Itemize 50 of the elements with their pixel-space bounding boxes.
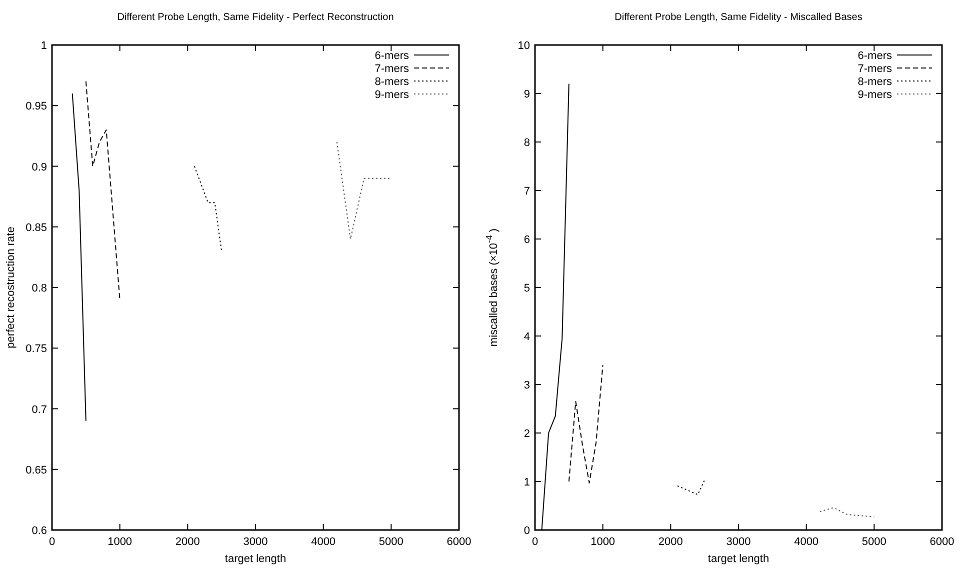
y-tick-label: 0.8 bbox=[32, 282, 47, 294]
y-tick-label: 10 bbox=[518, 40, 530, 52]
x-tick-label: 0 bbox=[532, 536, 538, 548]
y-tick-label: 0 bbox=[524, 525, 530, 537]
y-tick-label: 9 bbox=[524, 88, 530, 100]
y-axis-title: perfect recostruction rate bbox=[5, 226, 17, 348]
chart-title: Different Probe Length, Same Fidelity - Perfect Reconstruction bbox=[117, 12, 394, 23]
legend-label: 8-mers bbox=[374, 76, 410, 88]
x-tick-label: 5000 bbox=[862, 536, 886, 548]
line-series bbox=[568, 364, 604, 484]
y-tick-label: 0.85 bbox=[26, 222, 47, 234]
x-tick-label: 6000 bbox=[930, 536, 954, 548]
y-tick-label: 4 bbox=[524, 331, 530, 343]
x-tick-label: 2000 bbox=[175, 536, 200, 548]
line-series bbox=[85, 80, 120, 300]
x-tick-label: 5000 bbox=[378, 536, 404, 548]
line-series bbox=[819, 507, 875, 518]
x-axis-title: target length bbox=[224, 553, 286, 565]
legend-label: 8-mers bbox=[858, 76, 892, 88]
chart-title: Different Probe Length, Same Fidelity - Miscalled Bases bbox=[614, 12, 862, 23]
y-tick-label: 3 bbox=[524, 380, 530, 392]
y-tick-label: 0.6 bbox=[32, 525, 47, 537]
y-tick-label: 6 bbox=[524, 234, 530, 246]
y-tick-label: 2 bbox=[524, 428, 530, 440]
legend-label: 9-mers bbox=[374, 89, 410, 101]
y-tick-label: 0.75 bbox=[26, 343, 47, 356]
legend-label: 7-mers bbox=[858, 63, 892, 75]
y-tick-label: 1 bbox=[40, 40, 47, 52]
x-tick-label: 3000 bbox=[726, 536, 751, 548]
y-tick-label: 0.95 bbox=[26, 100, 47, 113]
x-tick-label: 4000 bbox=[794, 536, 819, 548]
x-tick-label: 4000 bbox=[311, 536, 336, 548]
x-tick-label: 6000 bbox=[446, 536, 472, 548]
y-tick-label: 7 bbox=[524, 186, 530, 198]
x-tick-label: 0 bbox=[48, 536, 56, 548]
y-tick-label: 0.65 bbox=[26, 464, 47, 476]
legend-label: 7-mers bbox=[374, 63, 410, 75]
x-tick-label: 2000 bbox=[658, 536, 683, 548]
x-tick-label: 1000 bbox=[108, 536, 132, 548]
y-tick-label: 0.9 bbox=[32, 161, 47, 174]
y-tick-label: 8 bbox=[524, 137, 530, 149]
y-tick-label: 5 bbox=[524, 282, 530, 294]
legend-label: 6-mers bbox=[374, 50, 410, 62]
x-tick-label: 3000 bbox=[243, 536, 268, 548]
legend-label: 6-mers bbox=[858, 50, 892, 62]
legend-label: 9-mers bbox=[858, 89, 892, 101]
y-tick-label: 1 bbox=[524, 476, 530, 488]
x-tick-label: 1000 bbox=[590, 536, 616, 548]
y-tick-label: 0.7 bbox=[32, 404, 47, 416]
x-axis-title: target length bbox=[708, 553, 770, 565]
